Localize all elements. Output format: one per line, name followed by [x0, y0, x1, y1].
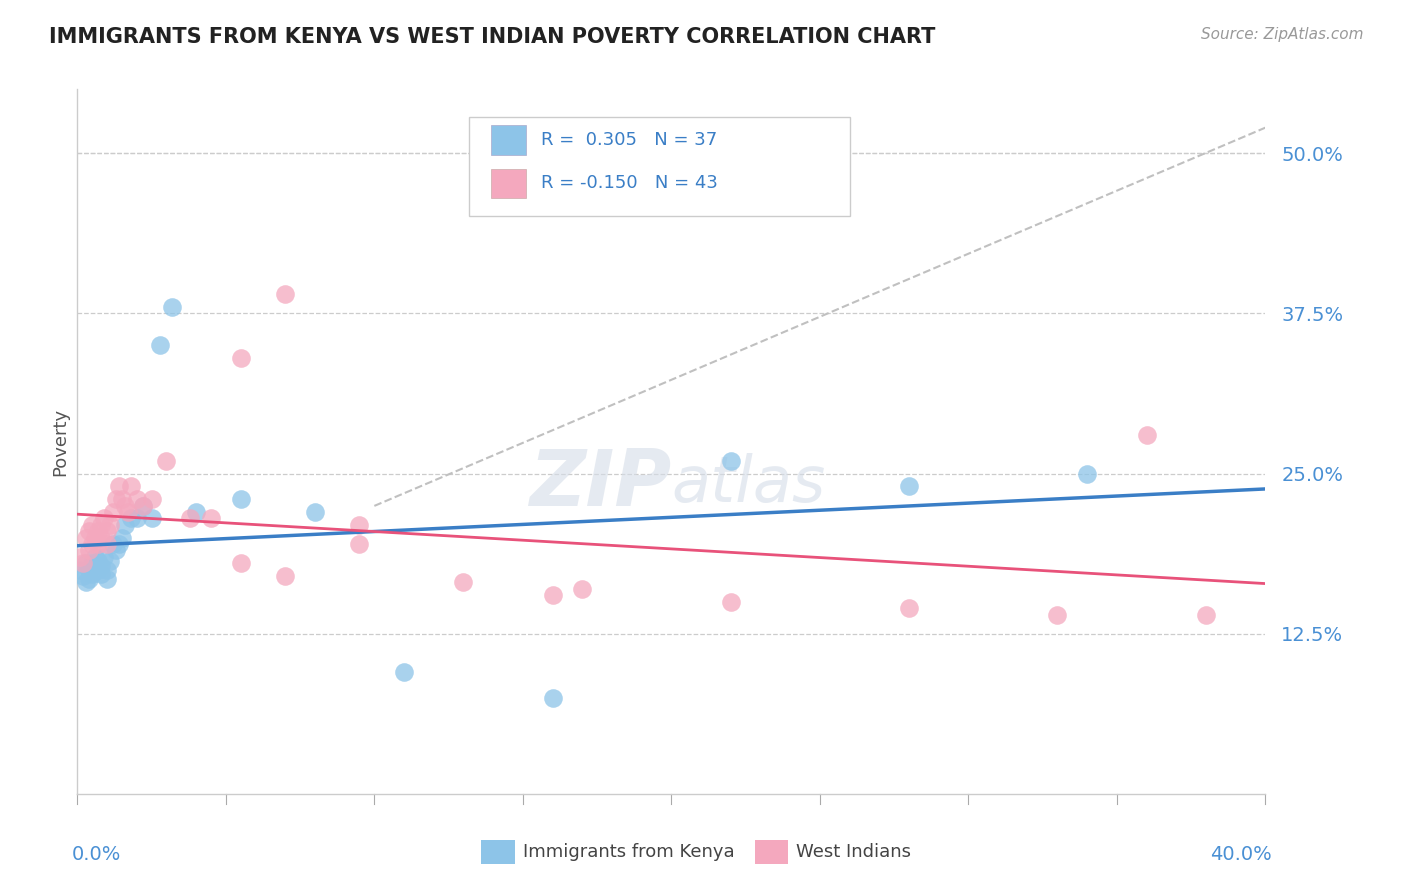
Point — [90, 566, 112, 581]
Point — [571, 582, 593, 596]
Bar — [491, 169, 526, 198]
Point — [349, 537, 371, 551]
Bar — [470, 118, 849, 216]
Point — [87, 563, 110, 577]
Point — [96, 563, 118, 577]
Point — [96, 572, 118, 586]
Point — [84, 558, 107, 573]
Point — [101, 505, 124, 519]
Text: atlas: atlas — [672, 453, 825, 515]
Point — [229, 351, 252, 366]
Point — [108, 479, 131, 493]
Point — [541, 588, 564, 602]
Text: IMMIGRANTS FROM KENYA VS WEST INDIAN POVERTY CORRELATION CHART: IMMIGRANTS FROM KENYA VS WEST INDIAN POV… — [49, 27, 935, 46]
Point — [82, 556, 104, 570]
Point — [87, 554, 110, 568]
Point — [141, 511, 163, 525]
Point — [131, 499, 153, 513]
Point — [69, 549, 91, 564]
Point — [541, 690, 564, 705]
Point — [77, 572, 100, 586]
Point — [349, 517, 371, 532]
Point — [72, 569, 94, 583]
Text: 40.0%: 40.0% — [1209, 845, 1271, 864]
Point — [1046, 607, 1069, 622]
Y-axis label: Poverty: Poverty — [51, 408, 69, 475]
Point — [229, 492, 252, 507]
Point — [125, 492, 148, 507]
Point — [93, 549, 115, 564]
Text: Immigrants from Kenya: Immigrants from Kenya — [523, 843, 734, 862]
Text: R =  0.305   N = 37: R = 0.305 N = 37 — [541, 131, 717, 149]
Text: R = -0.150   N = 43: R = -0.150 N = 43 — [541, 175, 717, 193]
Point — [114, 499, 136, 513]
Point — [179, 511, 201, 525]
Point — [104, 492, 127, 507]
Point — [898, 601, 921, 615]
Point — [186, 505, 208, 519]
Point — [111, 531, 134, 545]
Point — [75, 531, 97, 545]
Point — [77, 543, 100, 558]
Point — [108, 537, 131, 551]
Point — [274, 569, 297, 583]
Point — [87, 537, 110, 551]
Text: West Indians: West Indians — [796, 843, 911, 862]
Point — [82, 537, 104, 551]
Point — [114, 517, 136, 532]
Point — [90, 517, 112, 532]
Point — [93, 511, 115, 525]
Point — [111, 492, 134, 507]
Point — [392, 665, 415, 680]
Point — [898, 479, 921, 493]
Point — [141, 492, 163, 507]
Bar — [755, 839, 787, 864]
Point — [77, 524, 100, 539]
Point — [149, 338, 172, 352]
Point — [90, 531, 112, 545]
Point — [96, 537, 118, 551]
Point — [75, 556, 97, 570]
Point — [304, 505, 326, 519]
Point — [90, 558, 112, 573]
Bar — [481, 839, 515, 864]
Point — [720, 454, 742, 468]
Bar — [491, 125, 526, 155]
Point — [131, 499, 153, 513]
Point — [98, 517, 121, 532]
Point — [69, 563, 91, 577]
Point — [104, 543, 127, 558]
Text: ZIP: ZIP — [529, 446, 672, 522]
Point — [1195, 607, 1218, 622]
Text: 0.0%: 0.0% — [72, 845, 121, 864]
Point — [77, 563, 100, 577]
Point — [75, 575, 97, 590]
Point — [120, 511, 142, 525]
Point — [101, 537, 124, 551]
Point — [82, 566, 104, 581]
Point — [84, 549, 107, 564]
Point — [87, 524, 110, 539]
Point — [117, 505, 139, 519]
Point — [82, 517, 104, 532]
Point — [274, 287, 297, 301]
Point — [1076, 467, 1098, 481]
Point — [453, 575, 475, 590]
Point — [125, 511, 148, 525]
Point — [229, 556, 252, 570]
Point — [162, 300, 184, 314]
Point — [72, 556, 94, 570]
Point — [720, 595, 742, 609]
Point — [98, 554, 121, 568]
Point — [96, 524, 118, 539]
Point — [120, 479, 142, 493]
Point — [200, 511, 222, 525]
Text: Source: ZipAtlas.com: Source: ZipAtlas.com — [1201, 27, 1364, 42]
Point — [155, 454, 177, 468]
Point — [1135, 428, 1157, 442]
Point — [84, 531, 107, 545]
